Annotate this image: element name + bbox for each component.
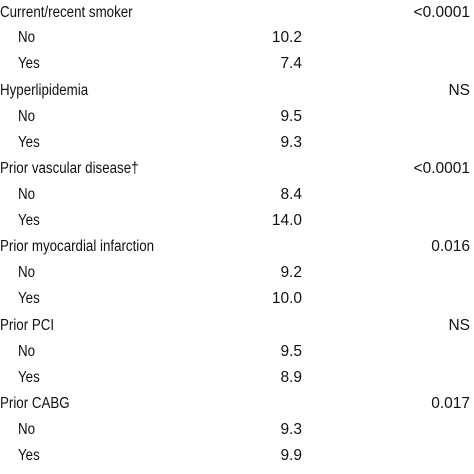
row-label: Yes (18, 447, 40, 464)
table-row: Yes 9.9 (0, 443, 474, 469)
row-value: 9.3 (280, 134, 302, 151)
table-row-hyperlipidemia: Hyperlipidemia NS (0, 78, 474, 104)
row-label: Yes (18, 134, 40, 151)
table-row: No 9.2 (0, 260, 474, 286)
table-row-vascular-disease: Prior vascular disease† <0.0001 (0, 156, 474, 182)
table-row: No 9.5 (0, 104, 474, 130)
table-row-prior-pci: Prior PCI NS (0, 313, 474, 339)
row-value: 8.4 (280, 186, 302, 203)
row-value: 9.9 (280, 447, 302, 464)
table-row-prior-cabg: Prior CABG 0.017 (0, 391, 474, 417)
table-row: Yes 9.3 (0, 130, 474, 156)
row-p-value: NS (448, 317, 470, 334)
table-row-myocardial-infarction: Prior myocardial infarction 0.016 (0, 234, 474, 260)
row-value: 9.5 (280, 343, 302, 360)
row-p-value: 0.016 (431, 238, 470, 255)
row-value: 10.2 (271, 29, 302, 46)
table-row: Yes 8.9 (0, 365, 474, 391)
row-label: No (18, 264, 36, 281)
row-label: Yes (18, 369, 40, 386)
table-row: No 9.3 (0, 417, 474, 443)
row-label: Prior CABG (0, 395, 70, 412)
row-label: Prior vascular disease† (0, 160, 139, 177)
row-label: No (18, 186, 36, 203)
row-value: 14.0 (271, 212, 302, 229)
row-label: Yes (18, 212, 40, 229)
row-label: Yes (18, 290, 40, 307)
row-value: 8.9 (280, 369, 302, 386)
row-value: 9.3 (280, 421, 302, 438)
row-label: No (18, 343, 36, 360)
row-label: No (18, 421, 36, 438)
row-value: 9.5 (280, 108, 302, 125)
row-value: 9.2 (280, 264, 302, 281)
table-row-smoker: Current/recent smoker <0.0001 (0, 0, 474, 26)
row-label: Hyperlipidemia (0, 82, 89, 99)
table-row: Yes 7.4 (0, 51, 474, 77)
row-label: Yes (18, 55, 40, 72)
row-label: Current/recent smoker (0, 4, 133, 21)
table-row: No 10.2 (0, 25, 474, 51)
row-label: No (18, 29, 36, 46)
row-label: No (18, 108, 36, 125)
row-p-value: 0.017 (431, 395, 470, 412)
table-row: No 8.4 (0, 182, 474, 208)
table-row: Yes 14.0 (0, 208, 474, 234)
row-p-value: <0.0001 (413, 160, 470, 177)
table-row: Yes 10.0 (0, 286, 474, 312)
row-label: Prior PCI (0, 317, 55, 334)
row-label: Prior myocardial infarction (0, 238, 155, 255)
row-p-value: <0.0001 (413, 4, 470, 21)
row-value: 7.4 (280, 55, 302, 72)
row-value: 10.0 (271, 290, 302, 307)
row-p-value: NS (448, 82, 470, 99)
table-row: No 9.5 (0, 339, 474, 365)
